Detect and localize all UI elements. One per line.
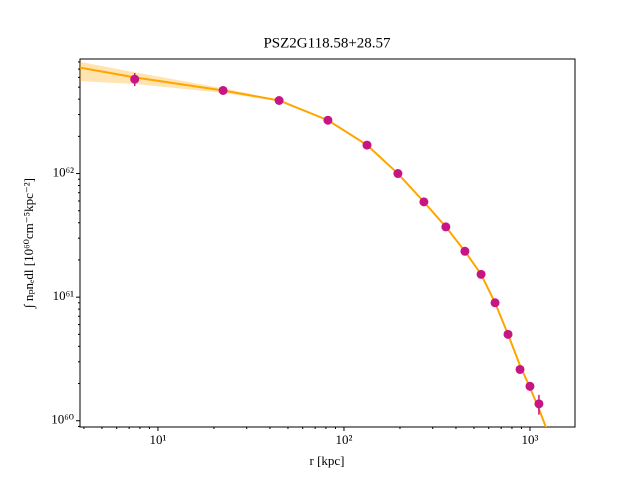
x-tick-label: 10³: [522, 432, 539, 447]
data-point: [460, 246, 470, 256]
y-axis-label: ∫ nₚnₑdl [10⁶⁰cm⁻⁵kpc⁻²]: [21, 178, 37, 309]
data-point: [515, 364, 525, 374]
x-tick-label: 10²: [336, 432, 353, 447]
data-point: [476, 269, 486, 279]
x-tick-label: 10¹: [149, 432, 166, 447]
data-point: [274, 96, 284, 106]
data-point: [441, 222, 451, 232]
fit-line: [80, 66, 547, 427]
data-point: [130, 74, 140, 84]
data-point: [323, 115, 333, 125]
plot-frame: [79, 58, 576, 428]
data-point: [218, 85, 228, 95]
plot-area: [80, 61, 547, 427]
data-point: [503, 329, 513, 339]
y-tick-label: 10⁶⁰: [51, 412, 74, 427]
data-point: [362, 140, 372, 150]
chart-title: PSZ2G118.58+28.57: [263, 35, 391, 51]
data-point: [393, 169, 403, 179]
data-point: [534, 399, 544, 409]
y-tick-label: 10⁶²: [53, 165, 75, 180]
x-axis-label: r [kpc]: [309, 453, 344, 468]
fit-band: [80, 61, 547, 427]
y-tick-label: 10⁶¹: [53, 288, 75, 303]
data-point: [419, 197, 429, 207]
data-point: [490, 298, 500, 308]
data-point: [525, 381, 535, 391]
